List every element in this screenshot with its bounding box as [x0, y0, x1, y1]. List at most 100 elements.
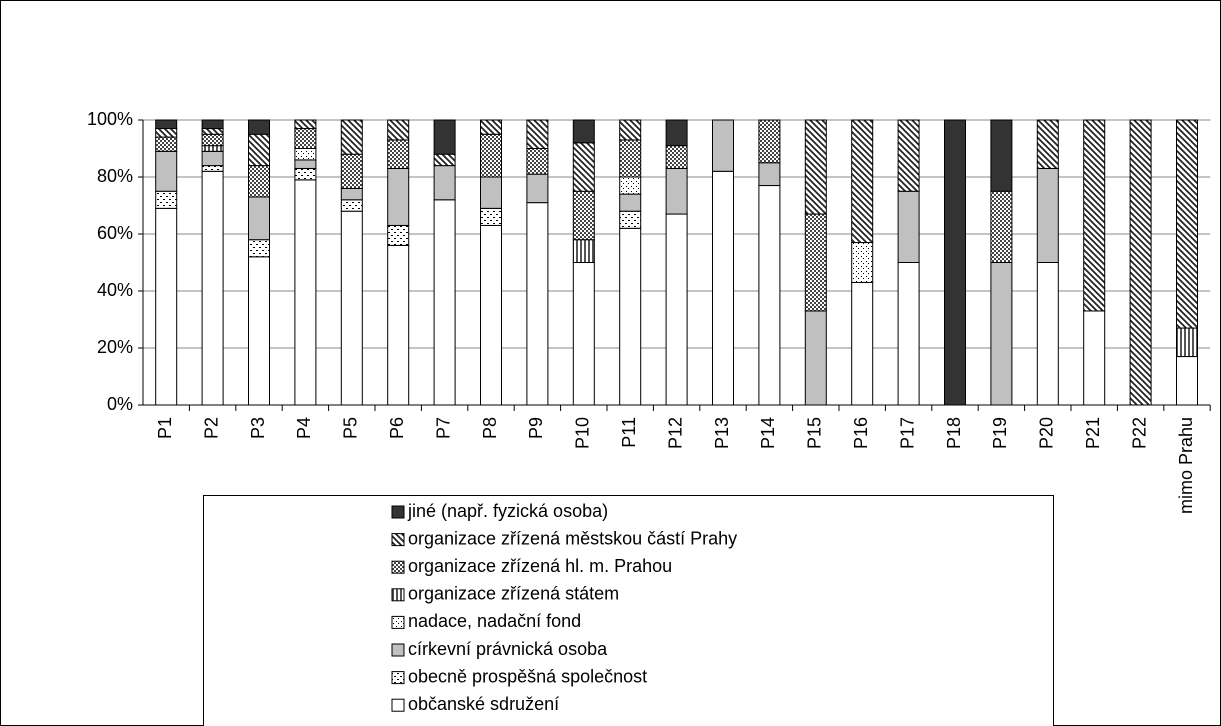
x-tick-label: P3 — [248, 417, 268, 439]
x-tick-label: P1 — [155, 417, 175, 439]
bar-segment — [248, 133, 270, 167]
bar-segment — [340, 187, 363, 201]
legend-label: organizace zřízená městskou částí Prahy — [408, 528, 737, 548]
x-tick-label: P13 — [712, 417, 732, 449]
bar-segment — [572, 142, 595, 192]
bar-segment — [897, 262, 920, 406]
bar-segment — [804, 119, 827, 215]
bar-segment — [665, 145, 688, 169]
bar-segment — [433, 119, 456, 155]
legend-marker — [391, 505, 405, 519]
bar-segment — [990, 119, 1013, 192]
bar-segment — [387, 139, 410, 169]
bar-segment — [944, 119, 966, 406]
bar-segment — [155, 150, 178, 192]
bar-segment — [340, 210, 363, 406]
legend-label: nadace, nadační fond — [408, 611, 581, 631]
legend-label: jiné (např. fyzická osoba) — [407, 501, 608, 521]
legend-label: organizace zřízená hl. m. Prahou — [408, 556, 672, 576]
bar-segment — [665, 167, 688, 215]
bar-segment — [294, 148, 317, 161]
x-tick-label: P19 — [990, 417, 1010, 449]
bar-segment — [1129, 119, 1152, 406]
bar-segment — [758, 119, 781, 164]
x-tick-label: P6 — [387, 417, 407, 439]
y-tick-label: 0% — [107, 394, 133, 414]
bar-segment — [619, 227, 642, 406]
bar-segment — [480, 119, 502, 135]
legend-label: církevní právnická osoba — [408, 639, 608, 659]
bar-segment — [340, 199, 363, 212]
bar-segment — [804, 213, 827, 312]
legend-marker — [391, 671, 405, 685]
bar-segment — [851, 119, 874, 244]
bar-segment — [340, 153, 363, 189]
y-tick-label: 80% — [97, 166, 133, 186]
bar-segment — [572, 262, 595, 406]
x-tick-label: P7 — [433, 417, 453, 439]
bar-segment — [201, 128, 224, 135]
bar-segment — [1176, 327, 1198, 358]
legend-marker — [391, 643, 405, 657]
bar-segment — [201, 133, 224, 147]
bar-segment — [201, 170, 224, 406]
bar-segment — [1036, 167, 1059, 263]
x-tick-label: P17 — [897, 417, 917, 449]
bar-segment — [1036, 262, 1059, 406]
bar-segment — [665, 119, 688, 147]
legend-marker — [391, 560, 405, 574]
bar-segment — [294, 179, 317, 406]
bar-segment — [712, 170, 734, 406]
bar-segment — [897, 119, 920, 192]
x-tick-label: P22 — [1129, 417, 1149, 449]
bar-segment — [201, 165, 224, 172]
bar-segment — [897, 190, 920, 263]
bar-segment — [804, 310, 827, 406]
bar-segment — [201, 150, 224, 167]
bar-segment — [480, 207, 502, 226]
bar-segment — [248, 196, 270, 241]
bar-segment — [526, 119, 549, 149]
bar-segment — [433, 165, 456, 201]
bar-segment — [758, 162, 781, 187]
legend-label: organizace zřízená státem — [408, 584, 619, 604]
x-tick-label: P8 — [480, 417, 500, 439]
x-tick-label: P16 — [851, 417, 871, 449]
bar-segment — [248, 119, 270, 135]
legend-label: občanské sdružení — [408, 694, 559, 714]
bar-segment — [572, 119, 595, 144]
x-tick-label: P14 — [758, 417, 778, 449]
bar-segment — [712, 119, 734, 172]
bar-segment — [340, 119, 363, 155]
bar-segment — [155, 136, 178, 152]
bar-segment — [572, 190, 595, 241]
bar-segment — [1083, 310, 1106, 406]
bar-segment — [387, 224, 410, 246]
x-tick-label: P21 — [1083, 417, 1103, 449]
bar-segment — [851, 281, 874, 406]
bar-segment — [248, 256, 270, 406]
bar-segment — [1176, 356, 1198, 406]
bar-segment — [433, 153, 456, 167]
bar-segment — [619, 193, 642, 212]
legend-label: obecně prospěšná společnost — [408, 666, 647, 686]
bar-segment — [201, 145, 224, 152]
legend-marker — [391, 615, 405, 629]
bar-segment — [526, 148, 549, 175]
bar-segment — [851, 242, 874, 283]
bar-segment — [155, 190, 178, 209]
bar-segment — [387, 167, 410, 226]
bar-segment — [480, 176, 502, 209]
bar-segment — [155, 207, 178, 406]
y-tick-label: 40% — [97, 280, 133, 300]
bar-segment — [248, 239, 270, 258]
bar-segment — [294, 128, 317, 150]
bar-segment — [1083, 119, 1106, 312]
legend-marker — [391, 698, 405, 712]
bar-segment — [155, 119, 178, 130]
bar-segment — [480, 224, 502, 406]
bar-segment — [433, 199, 456, 406]
bar-segment — [387, 244, 410, 406]
legend-box — [203, 495, 1054, 726]
